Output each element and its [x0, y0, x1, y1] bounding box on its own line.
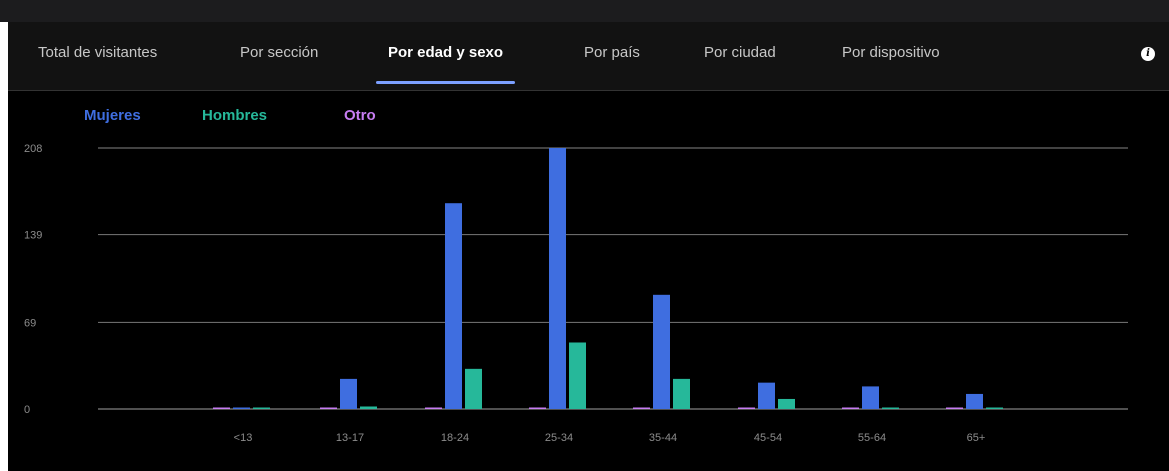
tab-por-dispositivo[interactable]: Por dispositivo: [842, 22, 940, 84]
bar-hombres-4: [673, 378, 690, 409]
active-tab-underline: [376, 81, 516, 84]
y-tick-label: 208: [24, 143, 42, 155]
y-tick-label: 0: [24, 404, 30, 416]
bar-otro-4: [633, 407, 650, 409]
bar-hombres-7: [986, 407, 1003, 409]
bar-mujeres-5: [758, 382, 775, 409]
bar-mujeres-2: [445, 203, 462, 409]
x-tick-label: 18-24: [441, 432, 469, 444]
y-tick-label: 139: [24, 230, 42, 242]
tab-por-seccion[interactable]: Por sección: [240, 22, 318, 84]
bar-otro-6: [842, 407, 859, 409]
tab-label: Por sección: [240, 44, 319, 61]
x-tick-label: 25-34: [545, 432, 573, 444]
x-tick-label: 13-17: [336, 432, 364, 444]
x-tick-label: 55-64: [858, 432, 886, 444]
x-tick-label: <13: [234, 432, 253, 444]
tab-label: Total de visitantes: [38, 44, 158, 61]
bar-mujeres-4: [653, 294, 670, 409]
tab-label: Por ciudad: [704, 44, 776, 61]
x-tick-label: 35-44: [649, 432, 677, 444]
tab-por-pais[interactable]: Por país: [584, 22, 640, 84]
x-tick-label: 45-54: [754, 432, 782, 444]
bar-otro-1: [320, 407, 337, 409]
legend-item-mujeres[interactable]: Mujeres: [84, 107, 141, 124]
bar-otro-0: [213, 407, 230, 409]
tab-label: Por país: [584, 44, 640, 61]
bar-hombres-3: [569, 342, 586, 409]
tab-por-edad-y-sexo[interactable]: Por edad y sexo: [376, 22, 516, 84]
bar-hombres-0: [253, 407, 270, 409]
bar-hombres-2: [465, 368, 482, 409]
tab-label: Por edad y sexo: [388, 44, 504, 61]
tab-total-de-visitantes[interactable]: Total de visitantes: [38, 22, 157, 84]
bar-otro-7: [946, 407, 963, 409]
info-icon[interactable]: i: [1141, 47, 1155, 61]
bar-mujeres-6: [862, 386, 879, 409]
bar-mujeres-0: [233, 407, 250, 409]
legend-item-hombres[interactable]: Hombres: [202, 107, 267, 124]
tab-por-ciudad[interactable]: Por ciudad: [704, 22, 776, 84]
tab-bar: Total de visitantes Por sección Por edad…: [8, 22, 1169, 91]
bar-hombres-1: [360, 406, 377, 409]
bar-hombres-6: [882, 407, 899, 409]
bar-hombres-5: [778, 398, 795, 409]
top-bar: [0, 0, 1169, 22]
bar-otro-2: [425, 407, 442, 409]
bar-mujeres-3: [549, 148, 566, 409]
x-tick-label: 65+: [967, 432, 986, 444]
bar-otro-5: [738, 407, 755, 409]
tab-label: Por dispositivo: [842, 44, 940, 61]
age-gender-bar-chart: Mujeres Hombres Otro 0 69 139 208 <13 13-17 18-24…: [24, 107, 1128, 444]
bar-mujeres-1: [340, 378, 357, 409]
bar-otro-3: [529, 407, 546, 409]
legend-item-otro[interactable]: Otro: [344, 107, 376, 124]
bar-mujeres-7: [966, 393, 983, 409]
y-tick-label: 69: [24, 317, 36, 329]
